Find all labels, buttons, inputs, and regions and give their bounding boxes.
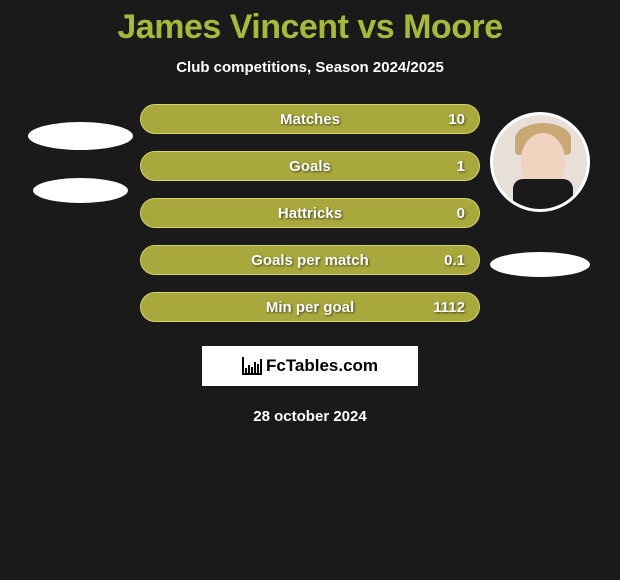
stat-value-right: 10 [448,111,465,128]
chart-icon-bars [245,359,262,373]
stat-row-goals: Goals 1 [140,151,480,181]
date-label: 28 october 2024 [0,408,620,425]
player-right-column [480,104,600,277]
player-left-placeholder-1 [28,122,133,150]
stat-row-min-per-goal: Min per goal 1112 [140,292,480,322]
stat-value-right: 1112 [433,299,465,316]
stat-value-right: 0 [457,205,465,222]
stat-label: Matches [280,111,340,128]
player-left-placeholder-2 [33,178,128,203]
stat-bars: Matches 10 Goals 1 Hattricks 0 Goals per… [140,104,480,322]
branding-badge[interactable]: FcTables.com [202,346,418,386]
stat-row-goals-per-match: Goals per match 0.1 [140,245,480,275]
page-title: James Vincent vs Moore [0,8,620,47]
player-left-column [20,104,140,203]
player-right-placeholder [490,252,590,277]
avatar-neck [513,179,573,209]
stats-area: Matches 10 Goals 1 Hattricks 0 Goals per… [0,104,620,322]
stat-label: Goals [289,158,331,175]
player-right-avatar [490,112,590,212]
subtitle: Club competitions, Season 2024/2025 [0,59,620,76]
stat-value-right: 1 [457,158,465,175]
comparison-card: James Vincent vs Moore Club competitions… [0,0,620,425]
chart-icon [242,357,262,375]
stat-label: Goals per match [251,252,369,269]
stat-row-hattricks: Hattricks 0 [140,198,480,228]
stat-value-right: 0.1 [444,252,465,269]
stat-label: Hattricks [278,205,342,222]
stat-row-matches: Matches 10 [140,104,480,134]
branding-label: FcTables.com [266,356,378,376]
stat-label: Min per goal [266,299,354,316]
